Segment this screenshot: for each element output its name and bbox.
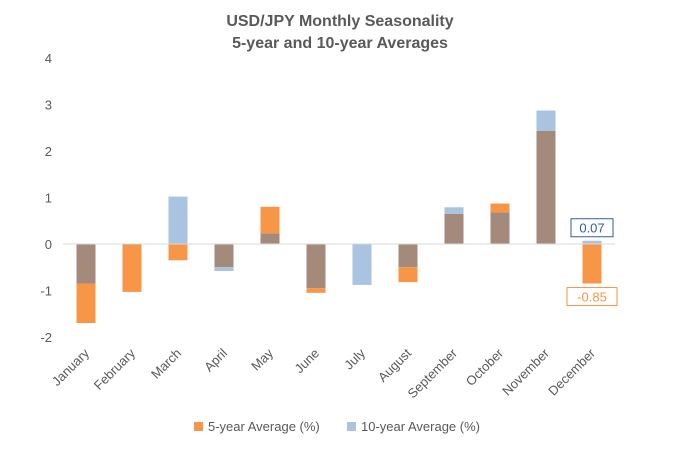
bar-10yr-september: [444, 207, 464, 214]
y-tick-label: 2: [45, 144, 52, 159]
bar-overlap-november: [536, 131, 556, 244]
bar-5yr-december: [582, 244, 602, 284]
bar-overlap-june: [306, 244, 326, 289]
y-axis: -2 -1 0 1 2 3 4: [40, 51, 52, 345]
x-tick-label: January: [49, 345, 93, 389]
bar-10yr-july: [352, 244, 372, 285]
bar-overlap-april: [214, 244, 234, 268]
y-tick-label: -2: [40, 330, 52, 345]
bar-5yr-february: [122, 244, 142, 292]
x-tick-label: May: [248, 345, 276, 373]
annotations-group: 0.07 -0.85: [566, 218, 618, 307]
bars-group: [76, 110, 602, 324]
chart-title-line2: 5-year and 10-year Averages: [232, 35, 448, 52]
bar-10yr-december: [582, 240, 602, 244]
bar-10yr-april: [214, 267, 234, 271]
legend-label-10yr: 10-year Average (%): [361, 419, 480, 434]
x-tick-label: March: [148, 346, 184, 382]
annotation-label: 0.07: [579, 221, 604, 236]
legend-label-5yr: 5-year Average (%): [208, 419, 320, 434]
x-tick-label: November: [499, 345, 552, 398]
bar-5yr-march: [168, 244, 188, 261]
x-tick-label: July: [341, 345, 368, 372]
chart-title-line1: USD/JPY Monthly Seasonality: [226, 13, 453, 30]
legend: 5-year Average (%) 10-year Average (%): [194, 419, 480, 434]
y-tick-label: 0: [45, 237, 52, 252]
bar-5yr-january: [76, 283, 96, 324]
bar-10yr-march: [168, 196, 188, 244]
legend-swatch-5yr: [194, 422, 203, 431]
bar-overlap-january: [76, 244, 96, 284]
bar-overlap-september: [444, 213, 464, 244]
x-tick-label: April: [201, 345, 230, 374]
x-tick-label: October: [463, 345, 507, 389]
bar-overlap-may: [260, 233, 280, 244]
x-tick-label: February: [91, 345, 139, 393]
legend-swatch-10yr: [347, 422, 356, 431]
bar-overlap-august: [398, 244, 418, 268]
y-tick-label: -1: [40, 284, 52, 299]
annotation-box: [566, 287, 618, 307]
annotation-label: -0.85: [577, 290, 607, 305]
bar-5yr-may: [260, 206, 280, 234]
bar-5yr-october: [490, 203, 510, 213]
y-tick-label: 3: [45, 98, 52, 113]
y-tick-label: 1: [45, 191, 52, 206]
bar-5yr-august: [398, 267, 418, 283]
bar-10yr-november: [536, 110, 556, 132]
y-tick-label: 4: [45, 51, 52, 66]
x-tick-label: June: [292, 346, 323, 377]
x-tick-label: December: [545, 345, 598, 398]
bar-overlap-october: [490, 212, 510, 244]
x-tick-label: September: [405, 345, 461, 401]
bar-5yr-june: [306, 288, 326, 293]
x-tick-label: August: [375, 345, 414, 384]
annotation-box: [570, 218, 614, 238]
